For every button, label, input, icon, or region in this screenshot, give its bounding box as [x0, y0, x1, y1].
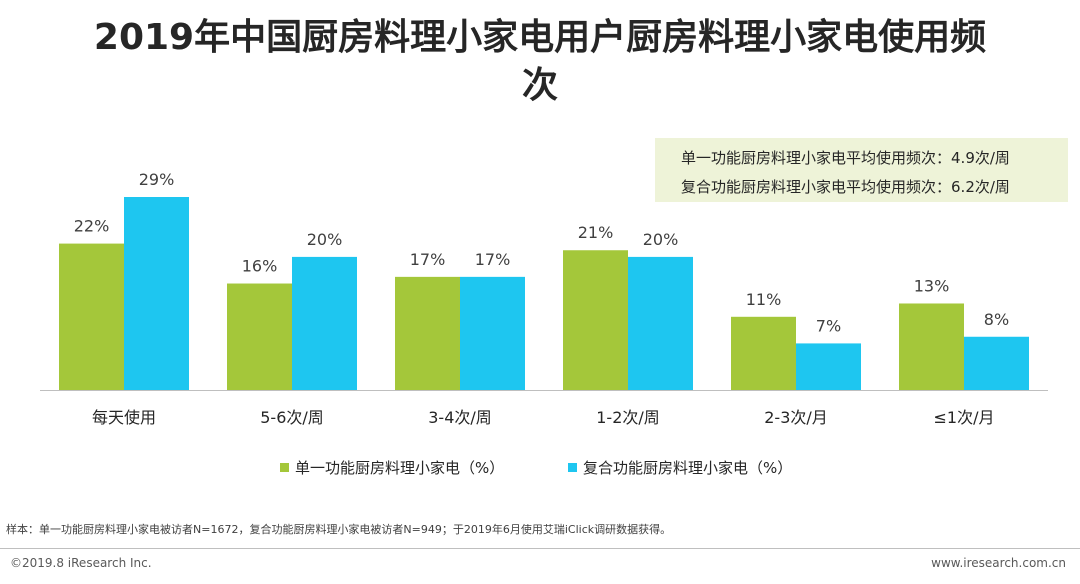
legend-label-single: 单一功能厨房料理小家电（%） [295, 459, 505, 477]
bar-single-0 [59, 243, 124, 390]
bar-multi-3 [628, 256, 693, 390]
footer-divider [0, 548, 1080, 549]
bar-multi-2 [460, 276, 525, 390]
data-label-single-0: 22% [74, 217, 110, 236]
category-label-1: 5-6次/周 [260, 408, 324, 427]
category-label-5: ≤1次/月 [934, 408, 995, 427]
category-label-0: 每天使用 [92, 408, 156, 427]
data-label-single-3: 21% [578, 223, 614, 242]
category-label-3: 1-2次/周 [596, 408, 660, 427]
data-label-multi-5: 8% [984, 310, 1009, 329]
data-label-single-4: 11% [746, 290, 782, 309]
bar-multi-1 [292, 256, 357, 390]
legend-label-multi: 复合功能厨房料理小家电（%） [583, 459, 793, 477]
data-label-multi-3: 20% [643, 230, 679, 249]
bar-multi-0 [124, 197, 189, 390]
bar-single-3 [563, 250, 628, 390]
data-label-single-1: 16% [242, 257, 278, 276]
bar-single-5 [899, 303, 964, 390]
bar-multi-4 [796, 343, 861, 390]
average-frequency-box: 单一功能厨房料理小家电平均使用频次：4.9次/周 复合功能厨房料理小家电平均使用… [655, 138, 1068, 202]
data-label-multi-4: 7% [816, 316, 841, 335]
chart-title: 2019年中国厨房料理小家电用户厨房料理小家电使用频次 [93, 17, 987, 106]
legend-item-single: 单一功能厨房料理小家电（%） [280, 457, 504, 478]
bar-single-1 [227, 283, 292, 390]
legend-item-multi: 复合功能厨房料理小家电（%） [568, 457, 792, 478]
multi-function-average: 复合功能厨房料理小家电平均使用频次：6.2次/周 [681, 178, 1010, 196]
legend-swatch-single [280, 463, 289, 472]
data-label-single-5: 13% [914, 276, 950, 295]
bar-chart: 22% 29% 每天使用 16% 20% 5-6次/周 17% 17% 3-4次/周 21% 20%… [40, 170, 1048, 427]
data-label-multi-0: 29% [139, 170, 175, 189]
bar-single-4 [731, 316, 796, 390]
legend-swatch-multi [568, 463, 577, 472]
category-label-4: 2-3次/月 [764, 408, 828, 427]
data-label-multi-1: 20% [307, 230, 343, 249]
data-label-single-2: 17% [410, 250, 446, 269]
data-label-multi-2: 17% [475, 250, 511, 269]
website-link[interactable]: www.iresearch.com.cn [931, 556, 1066, 570]
bar-multi-5 [964, 336, 1029, 390]
bar-single-2 [395, 276, 460, 390]
copyright: ©2019.8 iResearch Inc. [10, 556, 152, 570]
single-function-average: 单一功能厨房料理小家电平均使用频次：4.9次/周 [681, 149, 1010, 167]
sample-note: 样本：单一功能厨房料理小家电被访者N=1672，复合功能厨房料理小家电被访者N=… [6, 523, 672, 536]
category-label-2: 3-4次/周 [428, 408, 492, 427]
